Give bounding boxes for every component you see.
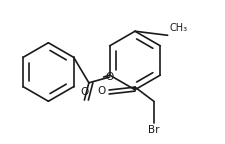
- Text: O: O: [106, 72, 114, 82]
- Text: Br: Br: [148, 125, 160, 135]
- Text: O: O: [80, 87, 88, 97]
- Text: O: O: [98, 86, 106, 96]
- Text: CH₃: CH₃: [170, 23, 188, 33]
